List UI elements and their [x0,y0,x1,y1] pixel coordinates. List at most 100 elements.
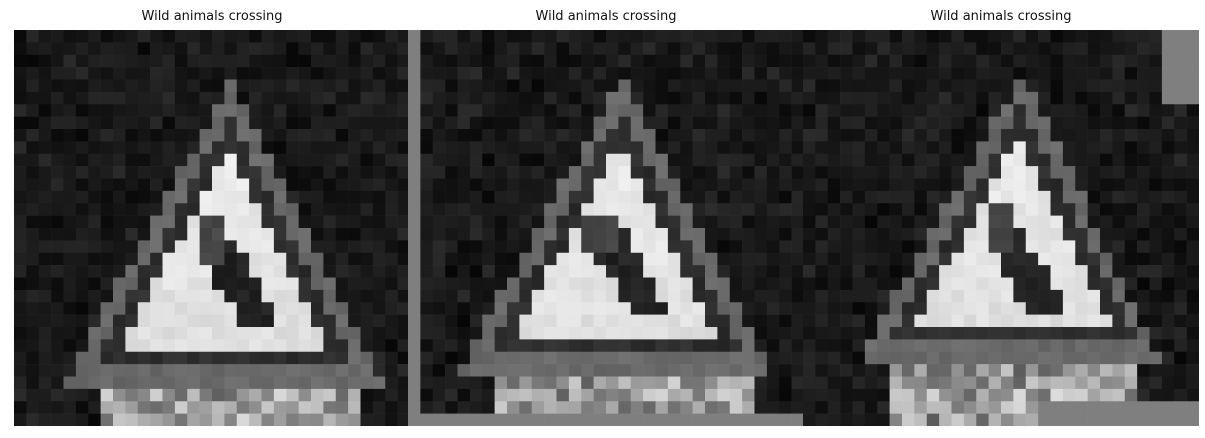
image-pixel [1100,413,1113,426]
image-pixel [408,116,421,130]
image-pixel [408,401,421,414]
image-pixel [655,54,669,68]
image-pixel [26,376,40,390]
image-pixel [1100,364,1113,377]
image-pixel [298,79,312,93]
image-pixel [372,265,386,278]
image-pixel [877,265,890,278]
image-pixel [581,339,594,353]
image-pixel [803,252,816,266]
image-pixel [286,129,299,142]
image-pixel [335,228,349,241]
image-pixel [432,401,446,414]
image-pixel [877,401,890,414]
image-pixel [75,401,89,414]
image-pixel [113,190,126,204]
image-pixel [137,54,151,68]
image-pixel [717,413,731,426]
image-pixel [864,252,878,266]
image-pixel [174,42,188,56]
image-pixel [864,54,878,68]
image-pixel [519,67,533,80]
image-pixel [445,104,458,117]
image-pixel [51,364,64,377]
image-pixel [298,364,312,377]
image-pixel [643,277,656,291]
image-pixel [680,190,693,204]
image-pixel [75,79,89,93]
image-pixel [1149,240,1163,254]
image-pixel [51,413,64,426]
image-pixel [606,289,619,303]
image-pixel [717,376,731,390]
image-pixel [445,203,458,216]
image-pixel [372,79,386,93]
image-pixel [976,314,989,328]
image-pixel [100,252,114,266]
image-pixel [494,190,508,204]
image-pixel [273,67,287,80]
image-pixel [1087,413,1101,426]
image-pixel [323,401,337,414]
image-pixel [914,190,928,204]
image-pixel [742,413,755,426]
image-pixel [840,116,853,130]
image-pixel [298,30,312,43]
image-pixel [249,91,262,105]
image-pixel [236,314,250,328]
image-pixel [1161,388,1175,402]
image-pixel [766,215,780,229]
image-pixel [137,178,151,192]
image-pixel [286,252,299,266]
image-pixel [766,79,780,93]
image-pixel [754,30,768,43]
image-pixel [335,302,349,315]
image-pixel [14,79,27,93]
image-pixel [1149,388,1163,402]
image-pixel [827,314,841,328]
image-pixel [618,215,632,229]
image-pixel [113,178,126,192]
image-pixel [568,129,582,142]
image-pixel [286,30,299,43]
image-pixel [236,302,250,315]
image-pixel [1100,91,1113,105]
image-pixel [692,339,706,353]
image-pixel [1124,327,1138,340]
image-pixel [100,228,114,241]
image-pixel [335,141,349,155]
image-pixel [348,153,361,167]
image-pixel [236,178,250,192]
image-pixel [1186,153,1199,167]
image-pixel [951,351,965,365]
image-pixel [593,302,607,315]
image-panel-1: Wild animals crossing [14,0,410,438]
image-pixel [1161,351,1175,365]
image-pixel [779,388,792,402]
image-pixel [766,42,780,56]
image-pixel [667,376,681,390]
image-pixel [889,203,903,216]
image-pixel [494,42,508,56]
image-pixel [705,339,718,353]
image-pixel [766,54,780,68]
image-pixel [581,388,594,402]
image-pixel [224,265,238,278]
image-pixel [705,153,718,167]
image-pixel [298,54,312,68]
image-pixel [385,376,398,390]
image-pixel [914,289,928,303]
image-pixel [1149,42,1163,56]
image-pixel [38,42,52,56]
image-pixel [779,79,792,93]
image-pixel [311,91,324,105]
image-pixel [469,339,483,353]
image-pixel [1062,401,1076,414]
image-pixel [864,401,878,414]
image-pixel [445,116,458,130]
image-pixel [1100,339,1113,353]
image-pixel [1112,153,1126,167]
image-pixel [1161,327,1175,340]
image-pixel [1149,203,1163,216]
image-pixel [1075,190,1088,204]
